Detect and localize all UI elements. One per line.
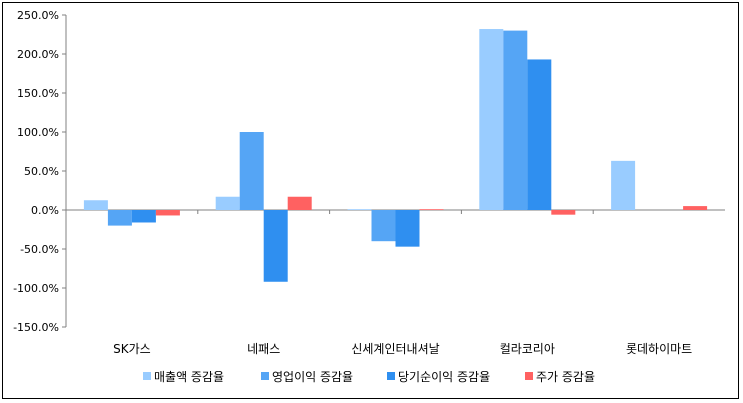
bar [131, 210, 156, 223]
legend-label: 매출액 증감율 [154, 370, 224, 384]
y-tick-label: 200.0% [17, 48, 59, 61]
bar [371, 210, 396, 242]
y-tick-label: 250.0% [17, 9, 59, 22]
bar [551, 210, 576, 215]
y-tick-label: 100.0% [17, 126, 59, 139]
y-tick-label: 0.0% [31, 204, 59, 217]
x-category-label: SK가스 [113, 342, 151, 356]
x-category-label: 네패스 [247, 342, 280, 356]
y-tick-label: -150.0% [13, 321, 59, 334]
legend-swatch [261, 372, 269, 380]
x-category-label: 롯데하이마트 [626, 342, 692, 356]
bar [107, 210, 132, 226]
bar [239, 132, 264, 210]
legend-label: 당기순이익 증감율 [398, 370, 490, 384]
legend: 매출액 증감율 영업이익 증감율 당기순이익 증감율 주가 증감율 [143, 370, 595, 384]
y-tick-label: 50.0% [24, 165, 59, 178]
bar [611, 160, 636, 210]
bar [527, 59, 552, 211]
bar [263, 210, 288, 282]
bar [479, 29, 504, 210]
bar [395, 210, 420, 247]
bar [347, 209, 372, 211]
x-category-label: 신세계인터내셔날 [351, 342, 439, 356]
x-category-label: 컬라코리아 [500, 342, 555, 356]
bar [215, 196, 240, 210]
legend-swatch [143, 372, 151, 380]
y-tick-label: -50.0% [20, 243, 59, 256]
bar [503, 30, 528, 210]
bar [155, 210, 180, 216]
y-tick-label: 150.0% [17, 87, 59, 100]
legend-label: 주가 증감율 [536, 370, 595, 384]
bars-group [83, 29, 708, 282]
bar [287, 196, 312, 210]
legend-label: 영업이익 증감율 [272, 370, 353, 384]
legend-swatch [387, 372, 395, 380]
legend-swatch [525, 372, 533, 380]
bar [83, 200, 108, 210]
labels-group: 250.0% 200.0% 150.0% 100.0% 50.0% 0.0% -50.0% -… [13, 9, 692, 356]
y-tick-label: -100.0% [13, 282, 59, 295]
bar [419, 209, 444, 211]
bar [683, 206, 708, 210]
